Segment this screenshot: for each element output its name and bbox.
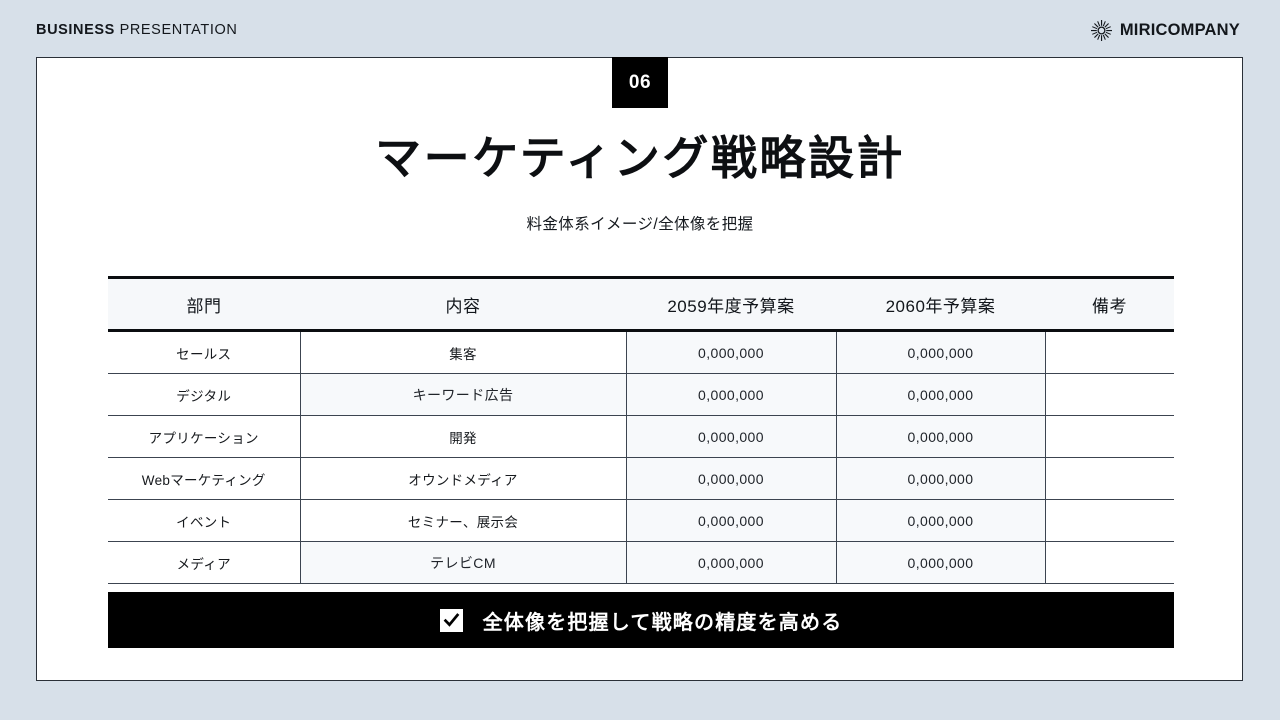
column-header-content: 内容 [300, 276, 626, 332]
cell-department: アプリケーション [108, 415, 300, 458]
brand-label-bold: BUSINESS [36, 22, 115, 38]
cell-content: セミナー、展示会 [299, 499, 626, 542]
cell-remarks [1044, 457, 1174, 500]
cell-budget-2059: 0,000,000 [625, 373, 836, 416]
cell-content: キーワード広告 [299, 373, 626, 416]
table-header-row: 部門 内容 2059年度予算案 2060年予算案 備考 [108, 276, 1174, 332]
column-header-remarks: 備考 [1045, 276, 1174, 332]
table-row: アプリケーション 開発 0,000,000 0,000,000 [108, 415, 1174, 458]
table-body: セールス 集客 0,000,000 0,000,000 デジタル キーワード広告… [108, 330, 1174, 584]
cell-department: イベント [108, 499, 300, 542]
column-header-department: 部門 [108, 276, 300, 332]
cell-remarks [1044, 373, 1174, 416]
budget-table-container: 部門 内容 2059年度予算案 2060年予算案 備考 セールス 集客 0,00… [108, 276, 1174, 584]
key-message-text: 全体像を把握して戦略の精度を高める [482, 611, 843, 634]
cell-content: テレビCM [299, 541, 626, 584]
cell-remarks [1044, 499, 1174, 542]
cell-budget-2059: 0,000,000 [625, 457, 836, 500]
column-header-budget-2059: 2059年度予算案 [626, 276, 836, 332]
page-title: マーケティング戦略設計 [375, 132, 905, 184]
column-header-budget-2060: 2060年予算案 [836, 276, 1045, 332]
table-header: 部門 内容 2059年度予算案 2060年予算案 備考 [108, 276, 1174, 332]
cell-budget-2060: 0,000,000 [835, 457, 1045, 500]
cell-budget-2060: 0,000,000 [835, 541, 1045, 584]
budget-table: 部門 内容 2059年度予算案 2060年予算案 備考 セールス 集客 0,00… [108, 276, 1174, 584]
cell-budget-2059: 0,000,000 [625, 541, 836, 584]
cell-remarks [1044, 415, 1174, 458]
checkbox-checked-icon [439, 608, 463, 632]
cell-department: Webマーケティング [108, 457, 300, 500]
table-row: メディア テレビCM 0,000,000 0,000,000 [108, 541, 1174, 584]
cell-content: 開発 [299, 415, 626, 458]
cell-remarks [1044, 541, 1174, 584]
table-row: セールス 集客 0,000,000 0,000,000 [108, 330, 1174, 374]
brand-label: BUSINESS PRESENTATION [36, 22, 237, 38]
cell-budget-2060: 0,000,000 [835, 373, 1045, 416]
key-message-banner: 全体像を把握して戦略の精度を高める [108, 592, 1174, 648]
cell-content: 集客 [299, 330, 626, 374]
cell-budget-2059: 0,000,000 [625, 499, 836, 542]
company-logo-text: MIRICOMPANY [1119, 21, 1240, 39]
cell-budget-2060: 0,000,000 [835, 499, 1045, 542]
cell-budget-2060: 0,000,000 [835, 330, 1045, 374]
cell-department: メディア [108, 541, 300, 584]
table-row: Webマーケティング オウンドメディア 0,000,000 0,000,000 [108, 457, 1174, 500]
cell-budget-2059: 0,000,000 [625, 415, 836, 458]
cell-department: セールス [108, 330, 300, 374]
page-subtitle: 料金体系イメージ/全体像を把握 [526, 216, 754, 233]
section-number-badge: 06 [612, 57, 668, 108]
cell-department: デジタル [108, 373, 300, 416]
top-bar: BUSINESS PRESENTATION [0, 0, 1280, 57]
table-row: イベント セミナー、展示会 0,000,000 0,000,000 [108, 499, 1174, 542]
cell-remarks [1044, 330, 1174, 374]
cell-content: オウンドメディア [299, 457, 626, 500]
sunburst-logo-icon [1090, 20, 1112, 41]
cell-budget-2060: 0,000,000 [835, 415, 1045, 458]
cell-budget-2059: 0,000,000 [625, 330, 836, 374]
table-row: デジタル キーワード広告 0,000,000 0,000,000 [108, 373, 1174, 416]
company-logo: MIRICOMPANY [1090, 20, 1240, 41]
brand-label-light: PRESENTATION [114, 22, 238, 38]
